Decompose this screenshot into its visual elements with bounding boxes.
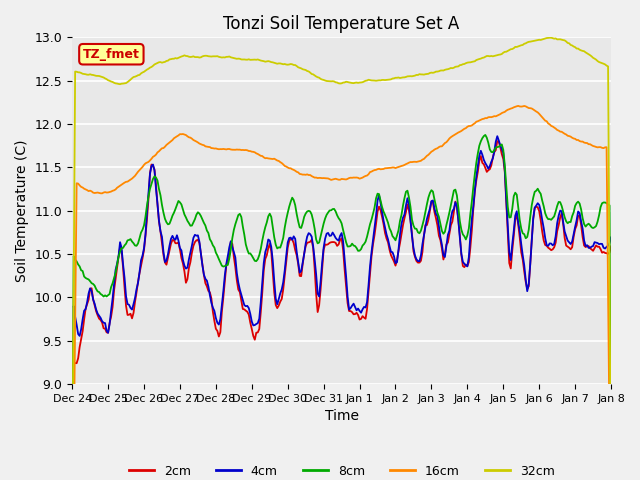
Legend: 2cm, 4cm, 8cm, 16cm, 32cm: 2cm, 4cm, 8cm, 16cm, 32cm xyxy=(124,459,559,480)
X-axis label: Time: Time xyxy=(324,409,358,423)
Title: Tonzi Soil Temperature Set A: Tonzi Soil Temperature Set A xyxy=(223,15,460,33)
Y-axis label: Soil Temperature (C): Soil Temperature (C) xyxy=(15,139,29,282)
Text: TZ_fmet: TZ_fmet xyxy=(83,48,140,61)
